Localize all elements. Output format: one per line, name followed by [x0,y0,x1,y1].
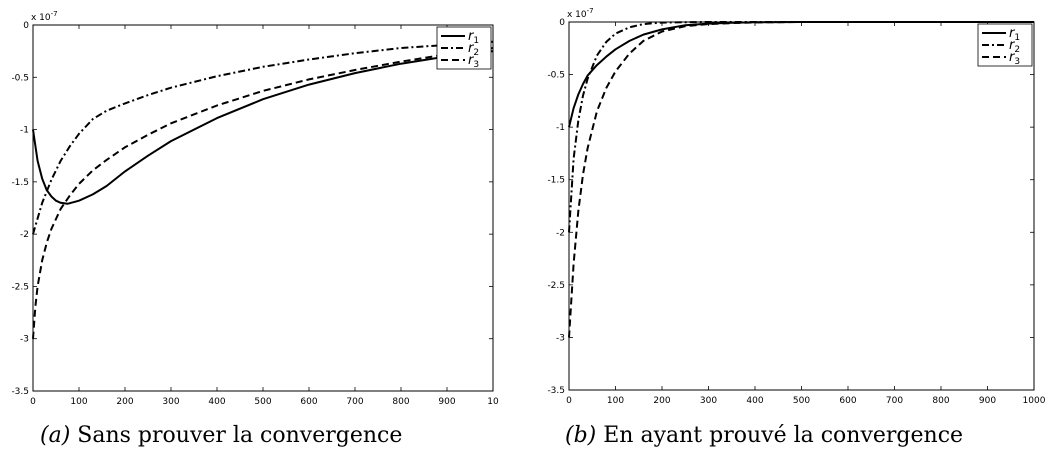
chart-b-exponent-label: x 10-7 [567,7,594,20]
caption-a-text: Sans prouver la convergence [77,423,403,448]
chart-a-x-tick-label: 500 [254,397,271,407]
chart-b-x-tick-label: 200 [653,396,670,406]
chart-a-y-tick-label: -2 [20,230,29,240]
chart-b-y-tick-label: -2 [556,228,565,238]
chart-b-plot-frame [568,21,1035,391]
chart-b-x-tick-label: 0 [566,396,572,406]
chart-b-x-tick-label: 100 [607,396,624,406]
chart-a-series-r3 [32,47,494,339]
chart-a-x-tick-label: 300 [162,397,179,407]
chart-a-x-tick-label: 100 [70,397,87,407]
chart-b-x-tick-label: 800 [932,396,949,406]
chart-b-legend-label-r2: r2 [1009,38,1020,55]
chart-a-legend-label-r2: r2 [468,41,479,58]
chart-a-plot-frame [32,24,494,392]
chart-b-y-tick-label: 0 [559,18,565,28]
caption-b-text: En ayant prouvé la convergence [603,423,964,448]
chart-a-x-tick-label: 10 [487,397,499,407]
caption-a-label: (a) [40,423,71,448]
chart-b-legend-label-r3: r3 [1009,50,1020,67]
chart-panel-a: x 10-7 0 100 200 300 400 500 600 700 800 900 10 0 -0.… [0,0,520,460]
chart-a-y-tick-label: -2.5 [11,282,29,292]
chart-a-x-tick-label: 0 [30,397,36,407]
chart-b-x-tick-label: 700 [886,396,903,406]
chart-a-series-r2 [32,40,494,235]
chart-b-x-tick-label: 400 [746,396,763,406]
chart-b-y-tick-label: -1 [556,123,565,133]
chart-a-x-tick-label: 800 [392,397,409,407]
chart-b-y-tick-label: -3 [556,333,565,343]
chart-b-series-r2 [568,21,1034,233]
chart-a-x-tick-label: 900 [438,397,455,407]
chart-b-y-tick-label: -1.5 [547,176,565,186]
chart-a-x-tick-label: 700 [346,397,363,407]
chart-b-series-r3 [568,21,1034,338]
chart-a-legend-label-r1: r1 [468,29,479,46]
chart-b-y-tick-label: -0.5 [547,71,565,81]
chart-panel-b: x 10-7 0 100 200 300 400 500 600 700 800 900 1000 0-… [525,0,1047,460]
chart-a-y-tick-label: -3.5 [11,387,29,397]
chart-b-x-tick-label: 1000 [1023,396,1046,406]
chart-a-legend-label-r3: r3 [468,53,479,70]
chart-a-y-tick-label: -1.5 [11,178,29,188]
caption-b-label: (b) [565,423,597,448]
chart-a-y-tick-label: -3 [20,335,29,345]
chart-a-y-tick-label: -1 [20,126,29,136]
chart-a-x-tick-label: 600 [300,397,317,407]
chart-b-y-tick-label: -3.5 [547,386,565,396]
chart-b-legend-label-r1: r1 [1009,26,1020,43]
chart-a-series-r1 [32,50,494,205]
chart-b: x 10-70 100 200 300 400 500 600 700 800 900 10000-… [547,7,1046,406]
chart-a-y-tick-label: -0.5 [11,73,29,83]
chart-a: x 10-70 100 200 300 400 500 600 700 800 900 100-0.… [11,10,499,407]
chart-a-x-tick-label: 200 [116,397,133,407]
caption-a: (a) Sans prouver la convergence [40,423,402,448]
chart-b-y-tick-label: -2.5 [547,281,565,291]
chart-b-series-r1 [568,21,1034,128]
chart-b-x-tick-label: 500 [793,396,810,406]
caption-b: (b) En ayant prouvé la convergence [565,423,963,448]
chart-b-x-tick-label: 600 [839,396,856,406]
chart-b-x-tick-label: 300 [700,396,717,406]
chart-a-x-tick-label: 400 [208,397,225,407]
chart-a-y-tick-label: 0 [23,21,29,31]
chart-b-x-tick-label: 900 [979,396,996,406]
chart-a-exponent-label: x 10-7 [31,10,58,23]
